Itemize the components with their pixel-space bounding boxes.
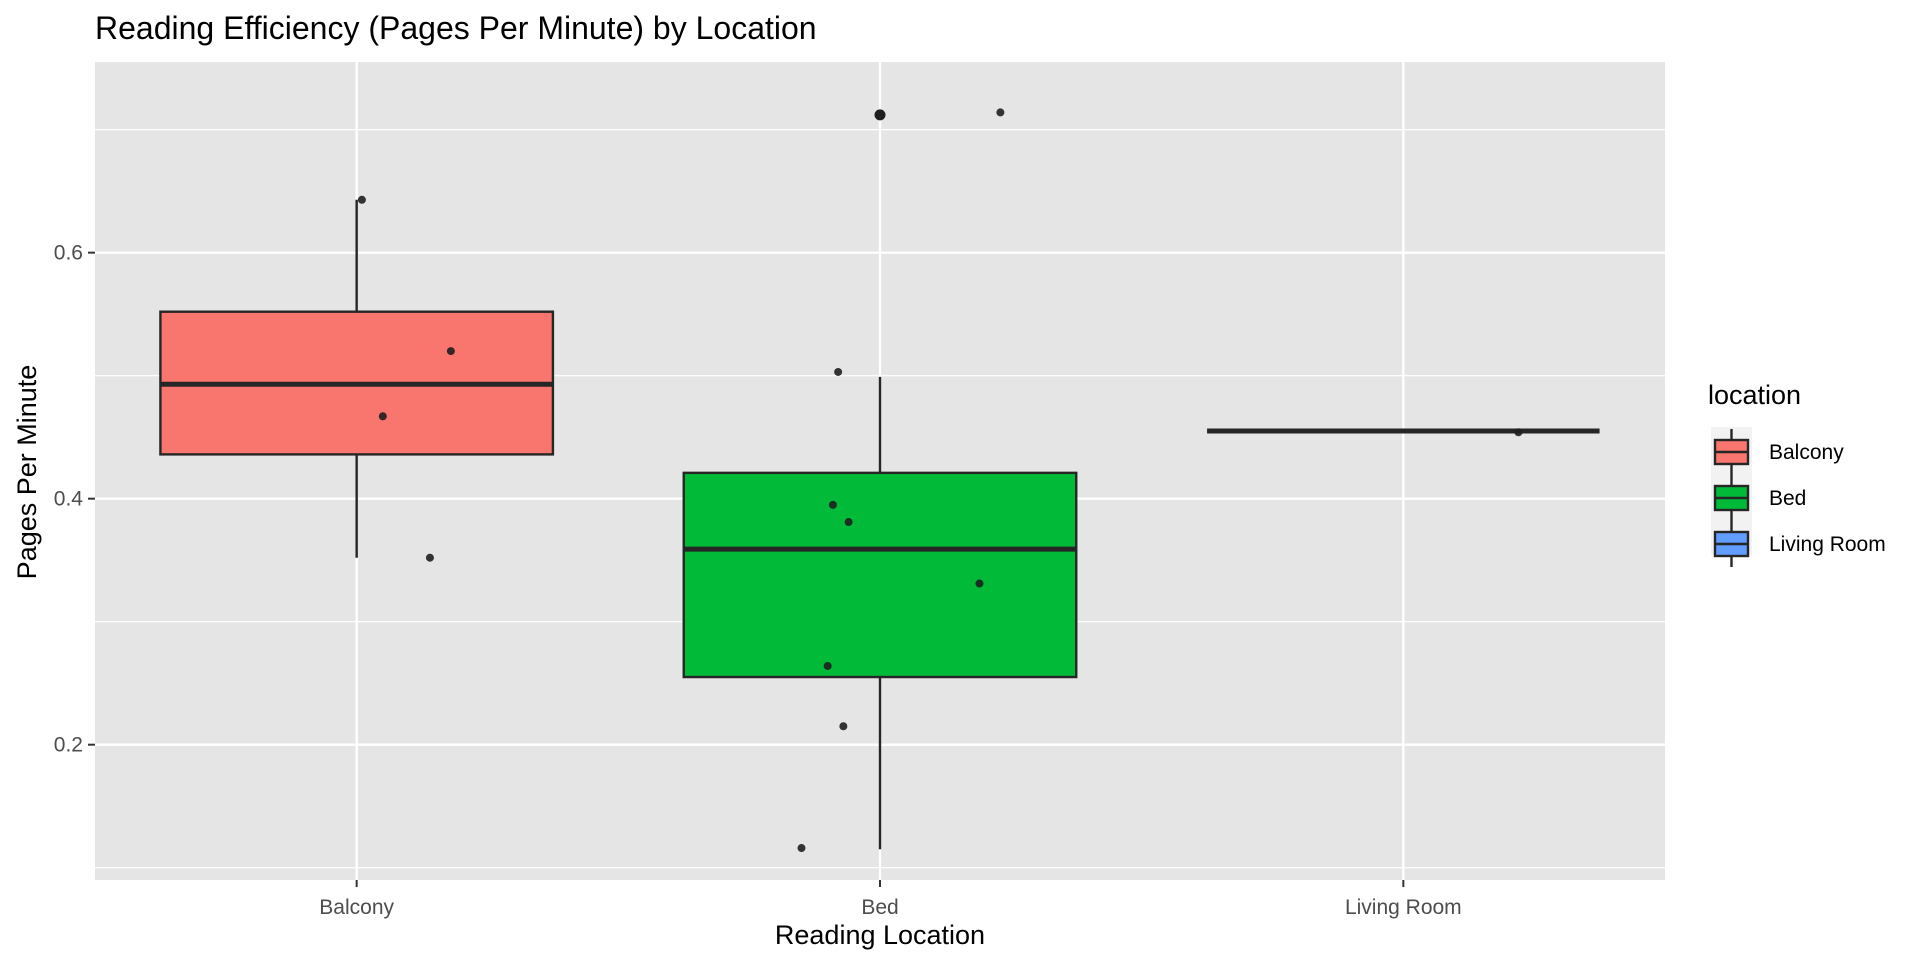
legend-label: Bed [1769, 487, 1806, 510]
y-tick-label: 0.6 [54, 242, 83, 265]
data-point [834, 367, 843, 376]
box-iqr [682, 471, 1078, 679]
legend-item-living-room: Living Room [1713, 521, 1886, 567]
x-axis: Balcony Bed Living Room [319, 880, 1462, 919]
data-point [425, 553, 434, 562]
data-point [839, 722, 848, 731]
legend: location Balcony Bed Living Room [1708, 380, 1886, 567]
x-axis-title: Reading Location [775, 920, 985, 950]
chart-title: Reading Efficiency (Pages Per Minute) by… [95, 10, 817, 46]
data-point [357, 195, 366, 204]
data-point [823, 661, 832, 670]
boxes [159, 109, 1600, 850]
data-point [975, 579, 984, 588]
data-point [797, 844, 806, 853]
data-point [828, 500, 837, 509]
outlier-point [874, 109, 886, 121]
legend-item-bed: Bed [1713, 475, 1806, 521]
x-tick-label: Living Room [1345, 896, 1462, 919]
legend-label: Living Room [1769, 533, 1886, 556]
y-axis-title: Pages Per Minute [12, 365, 42, 580]
data-point [378, 412, 387, 421]
x-tick-label: Balcony [319, 896, 394, 919]
legend-title: location [1708, 380, 1801, 410]
box-bed [682, 109, 1078, 850]
x-tick-label: Bed [861, 896, 898, 919]
data-point [996, 108, 1005, 117]
legend-label: Balcony [1769, 441, 1844, 464]
data-point [844, 518, 853, 527]
data-point [1514, 428, 1523, 437]
box-balcony [159, 199, 555, 558]
jitter-points [357, 108, 1523, 853]
y-tick-label: 0.2 [54, 734, 83, 757]
data-point [446, 347, 455, 356]
y-axis: 0.2 0.4 0.6 [54, 242, 95, 757]
legend-item-balcony: Balcony [1713, 429, 1844, 475]
y-tick-label: 0.4 [54, 488, 84, 511]
